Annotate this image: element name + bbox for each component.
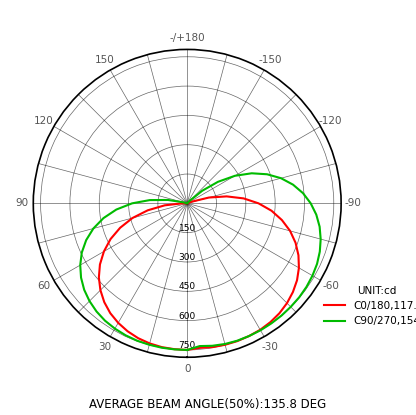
Text: 750: 750 (178, 341, 196, 350)
Text: -/+180: -/+180 (169, 33, 205, 43)
Text: 30: 30 (98, 342, 111, 352)
Text: 90: 90 (15, 198, 28, 208)
Text: 60: 60 (37, 281, 50, 291)
Legend: C0/180,117.3, C90/270,154.4: C0/180,117.3, C90/270,154.4 (320, 282, 416, 330)
Text: 0: 0 (184, 364, 191, 374)
Text: -90: -90 (344, 198, 361, 208)
Text: 300: 300 (178, 253, 196, 262)
Text: AVERAGE BEAM ANGLE(50%):135.8 DEG: AVERAGE BEAM ANGLE(50%):135.8 DEG (89, 398, 327, 411)
Text: 600: 600 (178, 312, 196, 321)
Text: 450: 450 (178, 282, 196, 291)
Text: 150: 150 (178, 224, 196, 233)
Text: -30: -30 (262, 342, 278, 352)
Text: -60: -60 (322, 281, 339, 291)
Text: 120: 120 (34, 115, 54, 125)
Text: -120: -120 (319, 115, 342, 125)
Text: 150: 150 (94, 55, 114, 65)
Text: -150: -150 (258, 55, 282, 65)
